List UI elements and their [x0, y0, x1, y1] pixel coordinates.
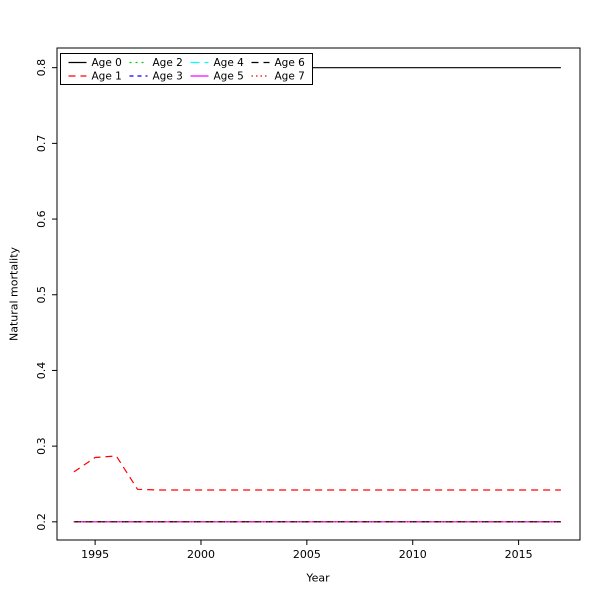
x-tick-label: 2010 — [399, 548, 427, 561]
y-tick-label: 0.6 — [35, 210, 48, 228]
legend-label: Age 3 — [153, 71, 183, 83]
series-age-1 — [73, 455, 561, 491]
x-tick-label: 2005 — [293, 548, 321, 561]
y-axis-title: Natural mortality — [7, 246, 21, 342]
legend-label: Age 0 — [92, 57, 122, 69]
y-tick-label: 0.5 — [35, 286, 48, 304]
legend-label: Age 2 — [153, 57, 183, 69]
y-axis: 0.2 0.3 0.4 0.5 0.6 0.7 0.8 — [35, 59, 57, 531]
plot-border — [56, 47, 581, 541]
x-tick-label: 2015 — [505, 548, 533, 561]
legend: Age 0 Age 1 Age 2 Age 3 Age 4 Age 5 Age 6 Age 7 — [60, 53, 313, 85]
x-tick-label: 2000 — [187, 548, 215, 561]
legend-label: Age 5 — [214, 71, 244, 83]
legend-label: Age 6 — [275, 57, 306, 69]
y-tick-label: 0.7 — [35, 135, 48, 153]
legend-box — [60, 53, 313, 85]
y-tick-label: 0.2 — [35, 513, 48, 531]
x-axis-title: Year — [306, 571, 330, 585]
legend-label: Age 4 — [214, 57, 245, 69]
legend-label: Age 7 — [275, 71, 305, 83]
y-tick-label: 0.3 — [35, 437, 48, 455]
x-tick-label: 1995 — [81, 548, 109, 561]
y-tick-label: 0.8 — [35, 59, 48, 77]
y-tick-label: 0.4 — [35, 362, 48, 380]
legend-label: Age 1 — [92, 71, 122, 83]
x-axis: 1995 2000 2005 2010 2015 — [81, 540, 533, 561]
